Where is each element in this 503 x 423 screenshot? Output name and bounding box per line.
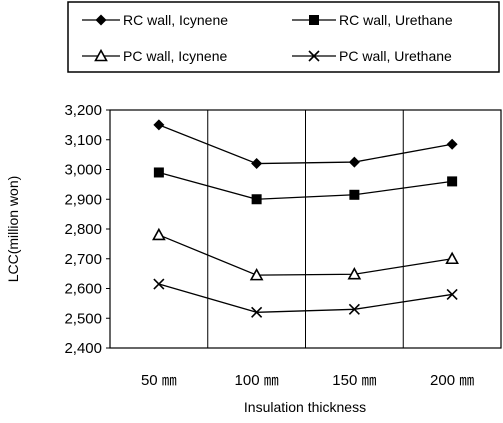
legend-marker — [308, 50, 320, 62]
legend-frame — [67, 1, 500, 73]
data-point — [447, 176, 458, 187]
data-point — [349, 189, 360, 200]
series-line — [158, 283, 453, 313]
y-tick-label: 3,200 — [64, 102, 102, 119]
y-tick-label: 2,500 — [64, 310, 102, 327]
legend-marker — [95, 14, 107, 26]
y-tick-label: 2,700 — [64, 251, 102, 268]
y-tick-label: 3,100 — [64, 132, 102, 149]
legend-marker — [309, 15, 319, 25]
x-tick-label: 50 ㎜ — [141, 372, 177, 389]
legend-item: PC wall, Icynene — [82, 48, 227, 64]
y-tick-label: 2,900 — [64, 191, 102, 208]
series-line — [158, 171, 453, 200]
data-point — [153, 278, 165, 290]
data-point — [348, 303, 360, 315]
data-point — [446, 138, 458, 150]
data-point — [251, 306, 263, 318]
legend-item: RC wall, Urethane — [292, 12, 453, 28]
data-point — [153, 167, 164, 178]
x-axis-label: Insulation thickness — [244, 399, 366, 415]
series-1 — [153, 119, 458, 170]
legend-item: PC wall, Urethane — [292, 48, 452, 64]
series-2 — [153, 167, 458, 205]
data-point — [251, 158, 263, 170]
series-line — [158, 234, 453, 276]
y-tick-label: 2,800 — [64, 221, 102, 238]
data-point — [446, 288, 458, 301]
series-4 — [153, 278, 458, 318]
legend: RC wall, Icynene RC wall, Urethane PC wall… — [67, 1, 500, 73]
data-point — [348, 156, 360, 168]
data-point — [249, 267, 264, 281]
legend-label: RC wall, Urethane — [339, 12, 453, 28]
series-line — [158, 124, 453, 165]
y-tick-label: 2,600 — [64, 281, 102, 298]
x-tick-label: 200 ㎜ — [430, 372, 474, 389]
legend-label: RC wall, Icynene — [123, 12, 228, 28]
y-axis-label: LCC(million won) — [5, 176, 21, 283]
y-tick-label: 2,400 — [64, 340, 102, 357]
series-3 — [152, 227, 459, 281]
data-point — [152, 227, 166, 241]
data-point — [251, 194, 262, 205]
legend-item: RC wall, Icynene — [82, 12, 228, 28]
data-point — [153, 119, 165, 131]
x-tick-label: 150 ㎜ — [332, 372, 376, 389]
legend-label: PC wall, Urethane — [339, 48, 452, 64]
data-point — [445, 251, 459, 265]
x-tick-label: 100 ㎜ — [235, 372, 279, 389]
legend-marker — [94, 48, 108, 62]
y-tick-label: 3,000 — [64, 162, 102, 179]
data-point — [347, 267, 362, 280]
legend-label: PC wall, Icynene — [123, 48, 227, 64]
